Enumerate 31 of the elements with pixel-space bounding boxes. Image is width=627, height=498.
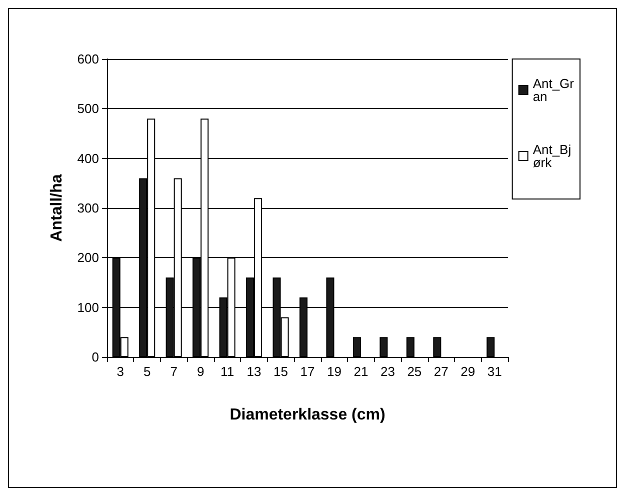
x-tick-label: 29 bbox=[460, 364, 476, 379]
y-tick-label: 500 bbox=[77, 101, 99, 116]
bar bbox=[433, 337, 442, 357]
x-tick-label: 11 bbox=[220, 364, 234, 379]
x-tick-label: 3 bbox=[116, 364, 124, 379]
y-tick-label: 300 bbox=[77, 200, 99, 216]
x-tick-label: 7 bbox=[170, 364, 178, 379]
x-tick-label: 21 bbox=[354, 364, 368, 379]
x-tick-label: 5 bbox=[143, 364, 151, 379]
legend-label: Ant_Bjørk bbox=[532, 142, 572, 170]
bar bbox=[380, 337, 388, 357]
y-axis-title: Antall/ha bbox=[48, 174, 66, 242]
y-tick-label: 0 bbox=[92, 350, 99, 364]
legend-label: Ant_Gran bbox=[532, 76, 575, 104]
x-tick-label: 9 bbox=[196, 364, 204, 379]
x-tick-label: 19 bbox=[327, 364, 342, 379]
x-tick-label: 13 bbox=[246, 364, 262, 379]
x-tick-label: 17 bbox=[300, 364, 315, 379]
y-tick-label: 200 bbox=[77, 250, 99, 266]
x-axis-title: Diameterklasse (cm) bbox=[230, 406, 386, 424]
x-tick-label: 23 bbox=[380, 364, 395, 379]
bar bbox=[486, 337, 495, 357]
x-tick-label: 31 bbox=[487, 364, 502, 379]
x-tick-label: 25 bbox=[407, 364, 422, 379]
bar bbox=[406, 337, 414, 357]
y-tick-label: 600 bbox=[77, 52, 99, 66]
x-tick-label: 15 bbox=[274, 364, 288, 379]
bar bbox=[352, 337, 361, 357]
y-tick-label: 400 bbox=[77, 150, 99, 166]
x-tick-label: 27 bbox=[434, 364, 448, 379]
y-tick-label: 100 bbox=[77, 300, 99, 315]
